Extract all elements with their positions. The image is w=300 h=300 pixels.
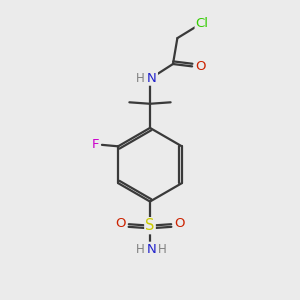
Text: Cl: Cl bbox=[196, 17, 208, 31]
Text: S: S bbox=[145, 218, 155, 233]
Text: H: H bbox=[158, 243, 166, 256]
Text: N: N bbox=[146, 243, 156, 256]
Text: F: F bbox=[92, 138, 99, 151]
Text: O: O bbox=[195, 60, 206, 73]
Text: H: H bbox=[136, 243, 145, 256]
Text: N: N bbox=[147, 72, 157, 85]
Text: H: H bbox=[136, 72, 145, 85]
Text: O: O bbox=[174, 218, 185, 230]
Text: O: O bbox=[115, 218, 126, 230]
